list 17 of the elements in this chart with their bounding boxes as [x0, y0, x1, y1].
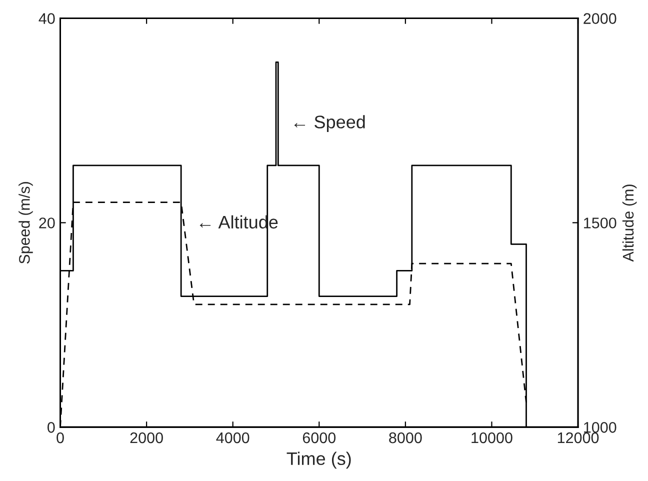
y-tick-label: 40 [38, 13, 55, 24]
x-tick-label: 0 [56, 432, 64, 444]
x-tick-label: 12000 [558, 432, 599, 444]
x-tick-label: 2000 [130, 432, 163, 444]
x-tick-label: 8000 [389, 432, 422, 444]
y-tick-label: 20 [39, 218, 55, 228]
y2-tick-label: 1000 [584, 422, 616, 433]
annotation: ← Speed [294, 115, 365, 132]
x-axis-title: Time (s) [286, 452, 351, 469]
x-tick-label: 6000 [302, 432, 336, 444]
y2-axis-title: Altitude (m) [622, 184, 637, 262]
y-tick-label: 0 [48, 422, 55, 433]
x-tick-label: 4000 [216, 432, 250, 444]
y-axis-title: Speed (m/s) [18, 182, 33, 264]
x-tick-label: 10000 [472, 432, 512, 444]
y2-tick-label: 1500 [584, 218, 616, 228]
y2-tick-label: 2000 [584, 13, 616, 24]
